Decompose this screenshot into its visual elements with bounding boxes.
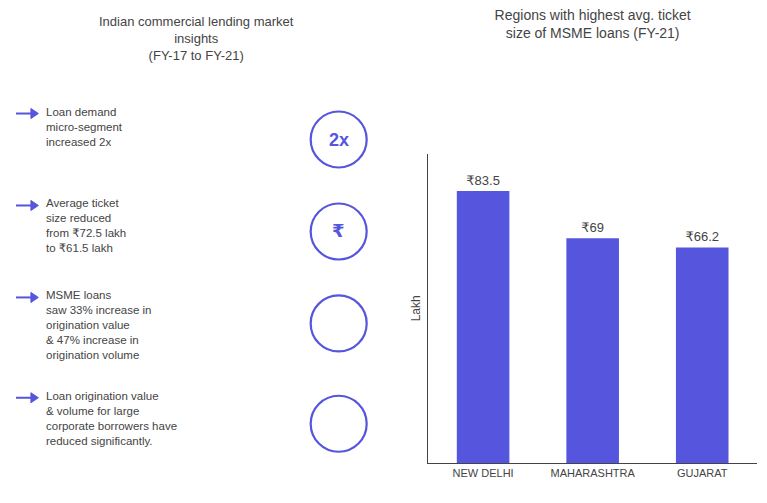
svg-text:₹83.5: ₹83.5 — [466, 173, 500, 188]
svg-text:2x: 2x — [329, 130, 349, 150]
svg-text:Indian commercial lending mark: Indian commercial lending marketinsights… — [99, 14, 294, 63]
svg-text:₹66.2: ₹66.2 — [685, 229, 719, 244]
svg-text:Regions with highest avg. tick: Regions with highest avg. ticketsize of … — [495, 7, 691, 41]
svg-text:NEW DELHI: NEW DELHI — [453, 467, 514, 479]
svg-text:GUJARAT: GUJARAT — [677, 467, 728, 479]
svg-text:Loan origination value& volume: Loan origination value& volume for large… — [46, 390, 177, 447]
svg-text:Average ticketsize reducedfrom: Average ticketsize reducedfrom ₹72.5 lak… — [46, 197, 126, 254]
svg-text:₹69: ₹69 — [581, 220, 604, 235]
svg-text:Loan demandmicro-segmentincrea: Loan demandmicro-segmentincreased 2x — [46, 106, 123, 148]
svg-text:MSME loanssaw 33% increase ino: MSME loanssaw 33% increase inorigination… — [46, 289, 151, 361]
svg-text:Lakh: Lakh — [409, 295, 423, 321]
svg-text:₹: ₹ — [332, 221, 345, 241]
svg-text:MAHARASHTRA: MAHARASHTRA — [550, 467, 635, 479]
